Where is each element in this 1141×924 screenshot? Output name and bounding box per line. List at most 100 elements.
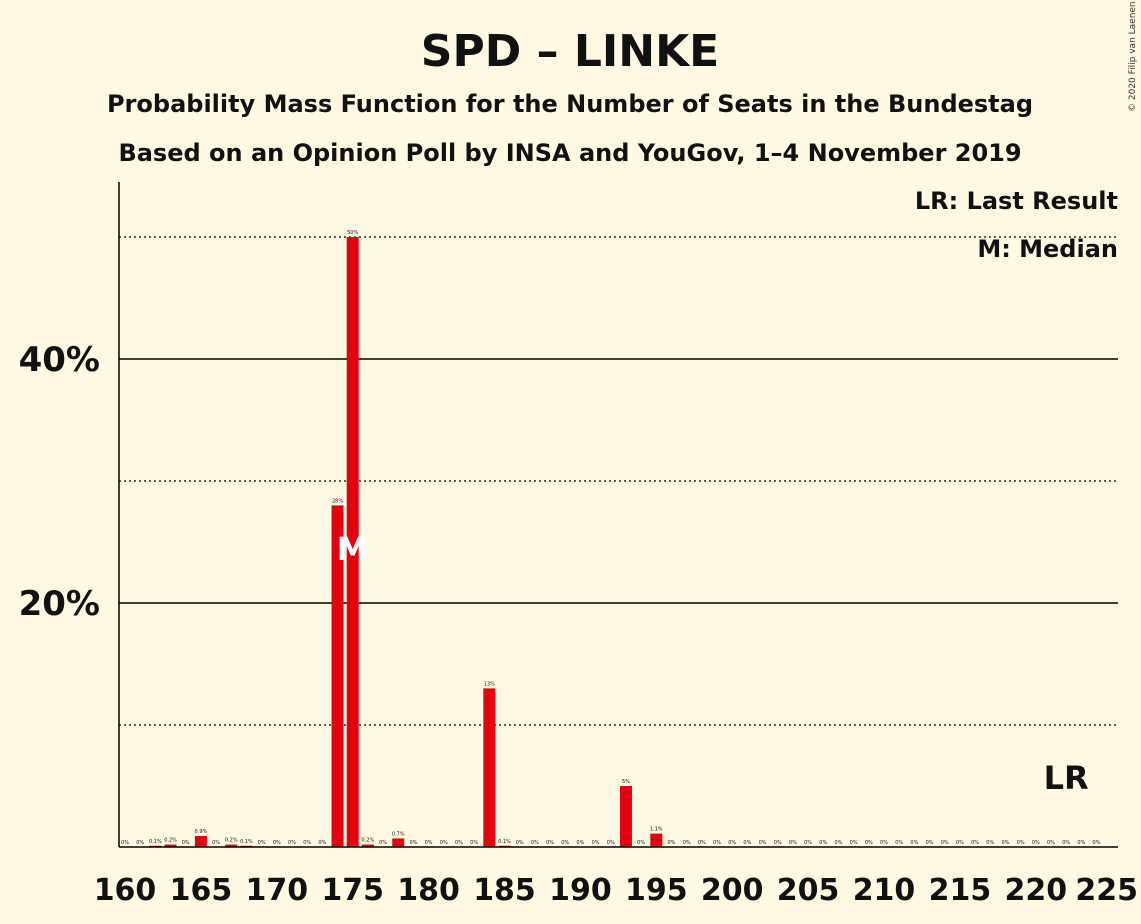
data-label: 0% (273, 840, 281, 846)
data-label: 0% (1077, 840, 1085, 846)
data-label: 0% (258, 840, 266, 846)
x-tick-label: 160 (94, 873, 157, 908)
data-label: 0% (1032, 840, 1040, 846)
data-label: 0% (1047, 840, 1055, 846)
data-label: 0% (561, 840, 569, 846)
bar (619, 786, 632, 847)
y-tick-label: 20% (19, 584, 100, 624)
data-label: 0% (850, 840, 858, 846)
data-label: 0% (318, 840, 326, 846)
data-label: 0% (1062, 840, 1070, 846)
data-label: 0% (668, 840, 676, 846)
data-label: 0% (971, 840, 979, 846)
grid-lines (119, 236, 1118, 726)
x-tick-label: 210 (853, 873, 916, 908)
data-label: 0.2% (164, 838, 177, 844)
data-label: 0% (895, 840, 903, 846)
data-label: 1.1% (650, 827, 663, 833)
data-label: 0% (425, 840, 433, 846)
data-label: 0% (986, 840, 994, 846)
data-label: 0% (683, 840, 691, 846)
data-label: 13% (484, 681, 495, 687)
data-label: 0.7% (392, 831, 405, 837)
y-tick-label: 40% (19, 340, 100, 380)
data-label: 0.1% (149, 839, 162, 845)
data-label: 0% (743, 840, 751, 846)
data-label: 28% (332, 498, 343, 504)
data-label: 0% (941, 840, 949, 846)
data-label: 0.1% (240, 839, 253, 845)
data-label: 0% (303, 840, 311, 846)
data-label: 0% (804, 840, 812, 846)
data-label: 0% (789, 840, 797, 846)
data-label: 0% (212, 840, 220, 846)
bar (164, 844, 177, 847)
x-tick-label: 220 (1004, 873, 1067, 908)
data-label: 0.2% (362, 838, 375, 844)
median-marker: M (337, 530, 369, 568)
bar (483, 688, 496, 847)
data-label: 0% (288, 840, 296, 846)
data-label: 0% (1093, 840, 1101, 846)
x-tick-label: 170 (245, 873, 308, 908)
legend-last-result: LR: Last Result (915, 187, 1118, 215)
data-label: 0% (759, 840, 767, 846)
data-label: 0.9% (195, 829, 208, 835)
bar (225, 844, 238, 847)
data-label: 0.1% (498, 839, 511, 845)
data-label: 0% (865, 840, 873, 846)
data-label: 0% (774, 840, 782, 846)
data-label: 0% (531, 840, 539, 846)
data-label: 0% (470, 840, 478, 846)
data-label: 0% (182, 840, 190, 846)
data-labels: 0% 0% 0.1% 0.2% 0%0.9%0% 0.2% 0.1% 0% 0% 0% 0% 0%28… (121, 230, 1101, 846)
x-tick-label: 185 (473, 873, 536, 908)
chart-title: SPD – LINKE (421, 26, 719, 77)
data-label: 0% (698, 840, 706, 846)
data-label: 0% (956, 840, 964, 846)
data-label: 0% (121, 840, 129, 846)
data-label: 5% (622, 779, 630, 785)
x-tick-label: 200 (701, 873, 764, 908)
data-label: 0% (880, 840, 888, 846)
data-label: 0% (1017, 840, 1025, 846)
bar (194, 836, 207, 847)
data-label: 0% (607, 840, 615, 846)
x-tick-label: 175 (321, 873, 384, 908)
data-label: 0% (576, 840, 584, 846)
bar (392, 838, 405, 847)
copyright-note: © 2020 Filip van Laenen (1128, 1, 1138, 112)
chart-subtitle-2: Based on an Opinion Poll by INSA and You… (118, 139, 1021, 167)
x-tick-label: 215 (929, 873, 992, 908)
data-label: 0% (592, 840, 600, 846)
data-label: 0% (136, 840, 144, 846)
data-label: 0% (409, 840, 417, 846)
last-result-marker: LR (1044, 759, 1089, 797)
data-label: 0% (819, 840, 827, 846)
data-label: 0% (379, 840, 387, 846)
x-tick-label: 165 (170, 873, 233, 908)
data-label: 0% (516, 840, 524, 846)
data-label: 0% (1001, 840, 1009, 846)
data-label: 50% (347, 230, 358, 236)
x-tick-label: 225 (1075, 873, 1138, 908)
bar (331, 505, 344, 847)
bar (361, 844, 374, 847)
data-label: 0% (910, 840, 918, 846)
data-label: 0% (546, 840, 554, 846)
y-axis-ticks: 20% 40% (19, 340, 100, 624)
data-label: 0% (637, 840, 645, 846)
bar (650, 833, 663, 847)
bar-series (149, 237, 663, 847)
data-label: 0.2% (225, 838, 238, 844)
data-label: 0% (455, 840, 463, 846)
x-tick-label: 190 (549, 873, 612, 908)
chart-subtitle-1: Probability Mass Function for the Number… (107, 90, 1033, 118)
data-label: 0% (728, 840, 736, 846)
x-axis-ticks: 160 165 170 175 180 185 190 195 200 205 210 215 220 2… (94, 873, 1138, 908)
data-label: 0% (926, 840, 934, 846)
bar (346, 237, 359, 847)
x-tick-label: 195 (625, 873, 688, 908)
